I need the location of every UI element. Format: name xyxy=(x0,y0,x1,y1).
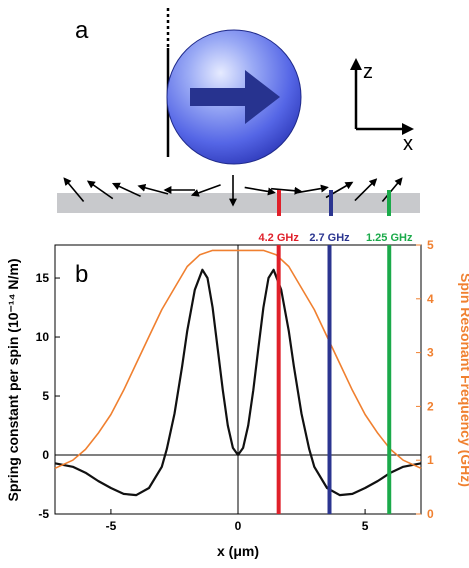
y2-tick-label: 0 xyxy=(427,507,434,521)
y2-tick-label: 3 xyxy=(427,346,434,360)
spin-arrow xyxy=(86,180,114,200)
spin-arrow xyxy=(111,182,141,198)
y2-tick-label: 1 xyxy=(427,453,434,467)
magnetic-film xyxy=(57,193,420,213)
y2-axis-title: Spin Resonant Frequency (GHz) xyxy=(458,273,469,487)
x-tick-label: 5 xyxy=(362,519,369,533)
y2-tick-label: 2 xyxy=(427,399,434,413)
spin-arrow xyxy=(354,178,378,202)
y2-tick-label: 5 xyxy=(427,238,434,252)
spin-arrow xyxy=(271,186,303,195)
marker-film-blue xyxy=(329,190,333,216)
chart-panel-b: b 4.2 GHz 2.7 GHz 1.25 GHz -5 0 5 10 15 0 1 2 3 4 5 -5… xyxy=(5,232,469,559)
spin-arrows xyxy=(63,175,403,207)
spin-arrow xyxy=(137,183,169,195)
marker-label-1: 2.7 GHz xyxy=(309,232,350,244)
panel-a: a z x xyxy=(57,8,420,216)
series-spring-constant xyxy=(54,268,422,497)
marker-label-0: 4.2 GHz xyxy=(258,232,299,244)
y-tick-label: 15 xyxy=(36,271,50,285)
y-axis-title: Spring constant per spin (10⁻¹⁴ N/m) xyxy=(5,258,21,501)
x-tick-label: 0 xyxy=(235,519,242,533)
x-axis-label: x xyxy=(403,133,413,155)
coordinate-axes-icon: z x xyxy=(350,58,414,155)
spin-arrow xyxy=(63,177,85,203)
sphere-moment-arrow xyxy=(190,70,280,124)
x-tick-label: -5 xyxy=(106,519,117,533)
spin-arrow xyxy=(244,186,276,196)
panel-b-label: b xyxy=(75,261,88,288)
y-tick-label: 10 xyxy=(36,330,50,344)
y-tick-label: 0 xyxy=(42,448,49,462)
spin-arrow xyxy=(381,177,403,203)
marker-film-red xyxy=(277,190,281,216)
spin-arrow xyxy=(190,184,221,197)
panel-a-label: a xyxy=(75,17,89,44)
z-axis-label: z xyxy=(363,61,373,83)
y-tick-label: -5 xyxy=(38,507,49,521)
series-resonant-frequency xyxy=(54,249,422,470)
spin-arrow xyxy=(297,184,329,194)
x-axis-title: x (μm) xyxy=(217,543,259,559)
marker-film-green xyxy=(387,190,391,216)
marker-label-2: 1.25 GHz xyxy=(366,232,413,244)
y-tick-label: 5 xyxy=(42,389,49,403)
y2-tick-label: 4 xyxy=(427,292,434,306)
